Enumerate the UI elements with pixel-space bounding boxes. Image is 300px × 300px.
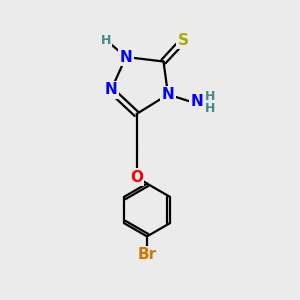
Text: O: O xyxy=(130,169,143,184)
Text: N: N xyxy=(105,82,117,98)
Text: N: N xyxy=(162,87,174,102)
Text: H: H xyxy=(101,34,112,47)
Text: N: N xyxy=(190,94,203,109)
Text: S: S xyxy=(178,33,188,48)
Text: Br: Br xyxy=(137,247,157,262)
Text: N: N xyxy=(120,50,132,64)
Text: H: H xyxy=(205,102,215,116)
Text: H: H xyxy=(205,89,215,103)
